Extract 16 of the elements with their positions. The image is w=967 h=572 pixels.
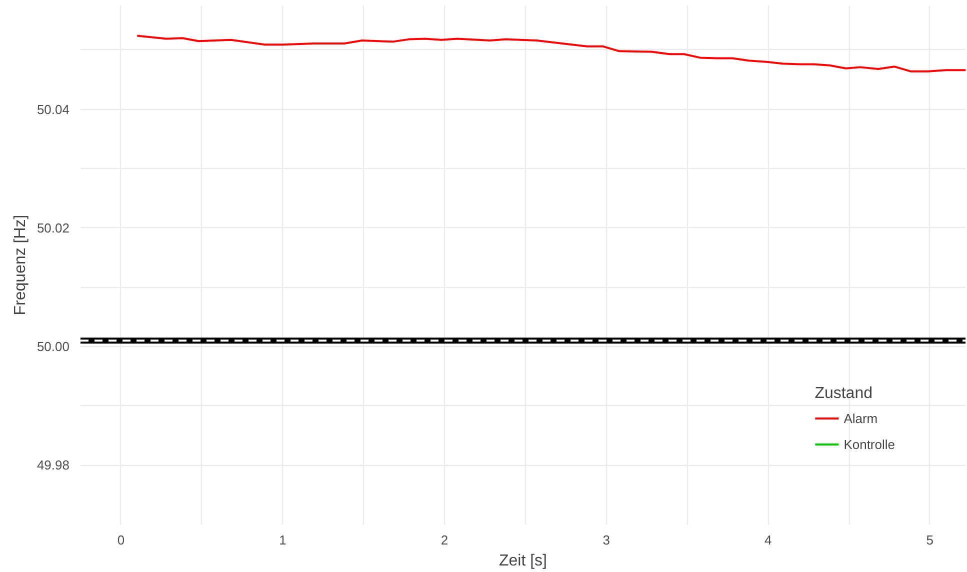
y-tick-label: 50.02 xyxy=(36,220,70,236)
legend-title: Zustand xyxy=(814,385,874,403)
y-tick-label: 49.98 xyxy=(36,458,70,473)
y-tick-label: 50.04 xyxy=(36,102,70,117)
x-tick-label: 5 xyxy=(926,532,934,548)
y-axis-title: Frequenz [Hz] xyxy=(12,214,29,316)
x-tick-label: 1 xyxy=(279,532,286,548)
x-tick-label: 0 xyxy=(117,532,125,548)
line-series xyxy=(136,34,966,72)
x-tick-label: 4 xyxy=(764,532,772,548)
x-axis-title: Zeit [s] xyxy=(498,552,548,570)
legend-label: Alarm xyxy=(844,410,878,426)
x-tick-label: 3 xyxy=(602,532,610,548)
x-tick-label: 2 xyxy=(440,532,448,548)
y-tick-label: 50.00 xyxy=(36,339,70,354)
legend-label: Kontrolle xyxy=(844,436,895,452)
